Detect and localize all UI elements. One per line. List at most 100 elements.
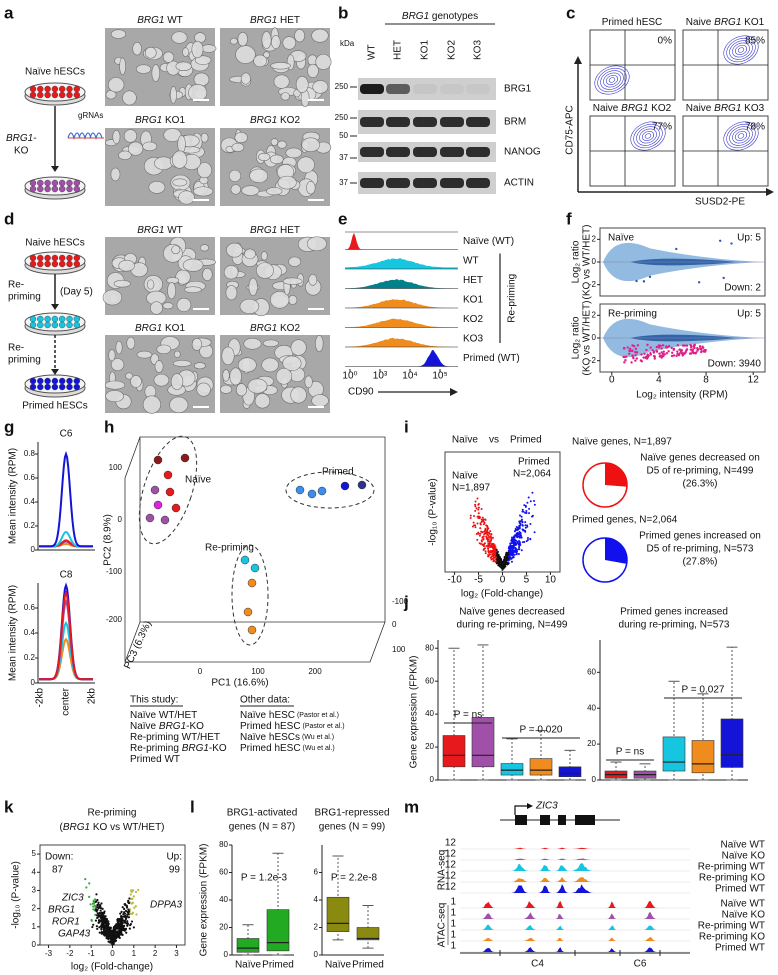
- histogram: [345, 232, 458, 250]
- legend-entry: Primed hESC (Wu et al.): [240, 743, 335, 754]
- contour: [633, 123, 663, 149]
- legend-entry-part: Primed WT: [130, 754, 180, 765]
- point: [689, 343, 692, 347]
- colony: [118, 150, 132, 160]
- arrow-head: [527, 803, 533, 809]
- point: [518, 544, 521, 547]
- plot-label: Naïve: [608, 233, 635, 244]
- point: [474, 509, 477, 512]
- point: [640, 353, 643, 356]
- axis-label: Mean intensity (RPM): [8, 448, 19, 544]
- pie-label: (26.3%): [682, 479, 717, 490]
- colony: [107, 77, 125, 93]
- point: [88, 895, 91, 898]
- point: [490, 550, 493, 553]
- point: [626, 346, 629, 349]
- point: [658, 352, 661, 355]
- cell-colony: [44, 377, 51, 385]
- image-label: BRG1 KO1: [135, 115, 185, 126]
- colony: [282, 277, 303, 285]
- marker-label: 250: [335, 82, 349, 91]
- track-label: Re-priming KO: [699, 932, 765, 943]
- point: [97, 919, 101, 922]
- point: [483, 530, 486, 533]
- group-label: Naïve: [185, 475, 212, 486]
- signal-track: [460, 924, 690, 930]
- image-label: BRG1 KO2: [250, 323, 300, 334]
- colony: [153, 373, 170, 387]
- point: [529, 500, 532, 503]
- point: [660, 356, 663, 359]
- plot-title: genes (N = 99): [319, 822, 385, 833]
- point: [483, 542, 486, 545]
- point: [502, 566, 505, 569]
- colony: [197, 162, 213, 179]
- point: [129, 912, 132, 915]
- colony: [125, 372, 134, 380]
- signal-track: [460, 863, 690, 871]
- colony: [273, 74, 290, 89]
- colony: [282, 36, 297, 50]
- point: [119, 932, 122, 935]
- colony: [123, 129, 138, 143]
- point: [529, 523, 532, 526]
- point: [477, 512, 480, 515]
- y-tick-label: 40: [587, 703, 596, 712]
- arrow-head: [51, 369, 59, 375]
- p-value: P = 0.027: [682, 685, 725, 696]
- colony: [184, 286, 202, 294]
- point: [477, 506, 480, 509]
- point: [667, 350, 670, 353]
- point: [522, 529, 525, 532]
- point: [653, 355, 657, 358]
- point: [94, 913, 97, 916]
- point: [475, 507, 478, 510]
- legend-entry-part: Naïve WT/HET: [130, 710, 197, 721]
- contour: [723, 35, 759, 65]
- region-label: C4: [531, 959, 544, 970]
- point: [113, 934, 116, 937]
- point: [102, 925, 106, 928]
- point: [130, 889, 133, 893]
- cell-colony: [29, 254, 37, 262]
- point: [106, 928, 109, 931]
- colony: [202, 268, 213, 281]
- point: [114, 925, 117, 928]
- y-tick-label: 6: [314, 868, 319, 877]
- point: [521, 510, 524, 513]
- percent-label: 0%: [658, 36, 673, 47]
- gene-label: ZIC3: [535, 801, 558, 812]
- gene-label: ZIC3: [61, 893, 84, 904]
- cell-colony: [37, 377, 44, 385]
- point: [107, 937, 110, 941]
- sample-point: [247, 578, 257, 588]
- x-tick-label: 0: [500, 575, 506, 586]
- cell-colony: [66, 254, 73, 262]
- track-label: Primed WT: [715, 884, 765, 895]
- scale-label: 12: [445, 860, 457, 871]
- point: [96, 916, 99, 919]
- point: [639, 359, 643, 362]
- point: [107, 936, 110, 939]
- legend-entry: Primed hESC (Pastor et al.): [240, 721, 345, 732]
- point: [114, 930, 117, 933]
- image-label: BRG1 KO2: [250, 115, 300, 126]
- colony: [312, 80, 329, 94]
- cell-colony: [59, 91, 66, 99]
- signal-track: [460, 912, 690, 919]
- point: [111, 931, 114, 934]
- count-label: Down:: [45, 852, 73, 863]
- label: Re-: [8, 280, 24, 291]
- plot-label: Primed hESC: [602, 17, 663, 28]
- colony: [144, 46, 157, 59]
- point: [498, 560, 501, 563]
- point: [100, 916, 103, 919]
- exon: [575, 815, 595, 825]
- colony: [294, 29, 305, 43]
- colony: [221, 346, 235, 366]
- blot-title: BRG1 genotypes: [402, 11, 478, 22]
- row-label: KO2: [463, 314, 483, 325]
- profile-line: [39, 620, 93, 681]
- point: [519, 524, 522, 527]
